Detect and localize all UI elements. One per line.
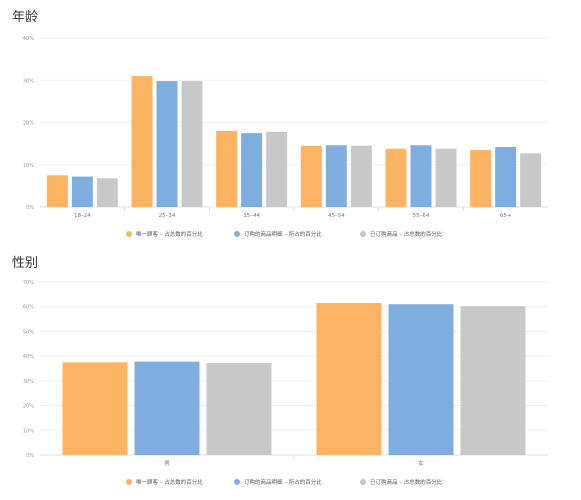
y-tick-label: 20% — [23, 121, 34, 127]
y-tick-label: 50% — [23, 329, 34, 335]
bar — [350, 145, 372, 207]
legend-swatch — [234, 231, 240, 237]
y-tick-label: 10% — [23, 163, 34, 169]
bar — [385, 148, 407, 207]
bar — [46, 175, 68, 207]
bar — [300, 145, 322, 207]
legend-label: 已订购商品 – 占总数的百分比 — [370, 230, 443, 238]
x-tick-label: 18–24 — [74, 213, 91, 219]
x-tick-label: 男 — [164, 460, 170, 467]
x-tick-label: 35–44 — [243, 213, 260, 219]
x-tick-label: 25–34 — [159, 213, 176, 219]
legend-label: 已订购商品 – 占总数的百分比 — [370, 478, 443, 486]
x-tick-label: 65+ — [500, 213, 512, 219]
bar — [241, 133, 263, 207]
bar — [62, 362, 128, 455]
bar — [388, 304, 454, 455]
bar — [410, 145, 432, 207]
y-tick-label: 0% — [26, 205, 34, 211]
x-tick-label: 45–54 — [328, 213, 345, 219]
bar — [134, 361, 200, 455]
bar — [216, 130, 238, 207]
bar — [470, 149, 492, 207]
y-tick-label: 0% — [26, 453, 34, 459]
legend-label: 唯一顾客 – 占总数的百分比 — [136, 230, 203, 238]
bar — [435, 148, 457, 207]
gender-section-title: 性别 — [12, 256, 39, 271]
bar — [520, 153, 542, 207]
bar — [206, 363, 272, 455]
legend-swatch — [360, 479, 366, 485]
x-tick-label: 女 — [418, 459, 424, 467]
y-tick-label: 10% — [23, 428, 34, 434]
legend-label: 唯一顾客 – 占总数的百分比 — [136, 478, 203, 486]
bar — [71, 176, 93, 207]
y-tick-label: 40% — [23, 354, 34, 360]
legend-label: 订购的商品明细 – 所占的百分比 — [244, 478, 322, 486]
bar — [131, 76, 153, 208]
bar — [156, 81, 178, 207]
x-tick-label: 55–64 — [413, 213, 430, 219]
y-tick-label: 60% — [23, 305, 34, 311]
y-tick-label: 30% — [23, 379, 34, 385]
y-tick-label: 30% — [23, 78, 34, 84]
legend-swatch — [126, 231, 132, 237]
legend-swatch — [360, 231, 366, 237]
bar — [325, 145, 347, 207]
y-tick-label: 70% — [23, 280, 34, 286]
bar — [460, 306, 526, 455]
legend-swatch — [126, 479, 132, 485]
bar — [96, 178, 118, 207]
bar — [316, 303, 382, 455]
bar — [495, 147, 517, 207]
y-tick-label: 20% — [23, 404, 34, 410]
age-section-title: 年龄 — [12, 10, 39, 25]
legend-swatch — [234, 479, 240, 485]
y-tick-label: 40% — [23, 36, 34, 42]
bar — [266, 131, 288, 207]
bar — [181, 81, 203, 207]
legend-label: 订购的商品明细 – 所占的百分比 — [244, 230, 322, 238]
